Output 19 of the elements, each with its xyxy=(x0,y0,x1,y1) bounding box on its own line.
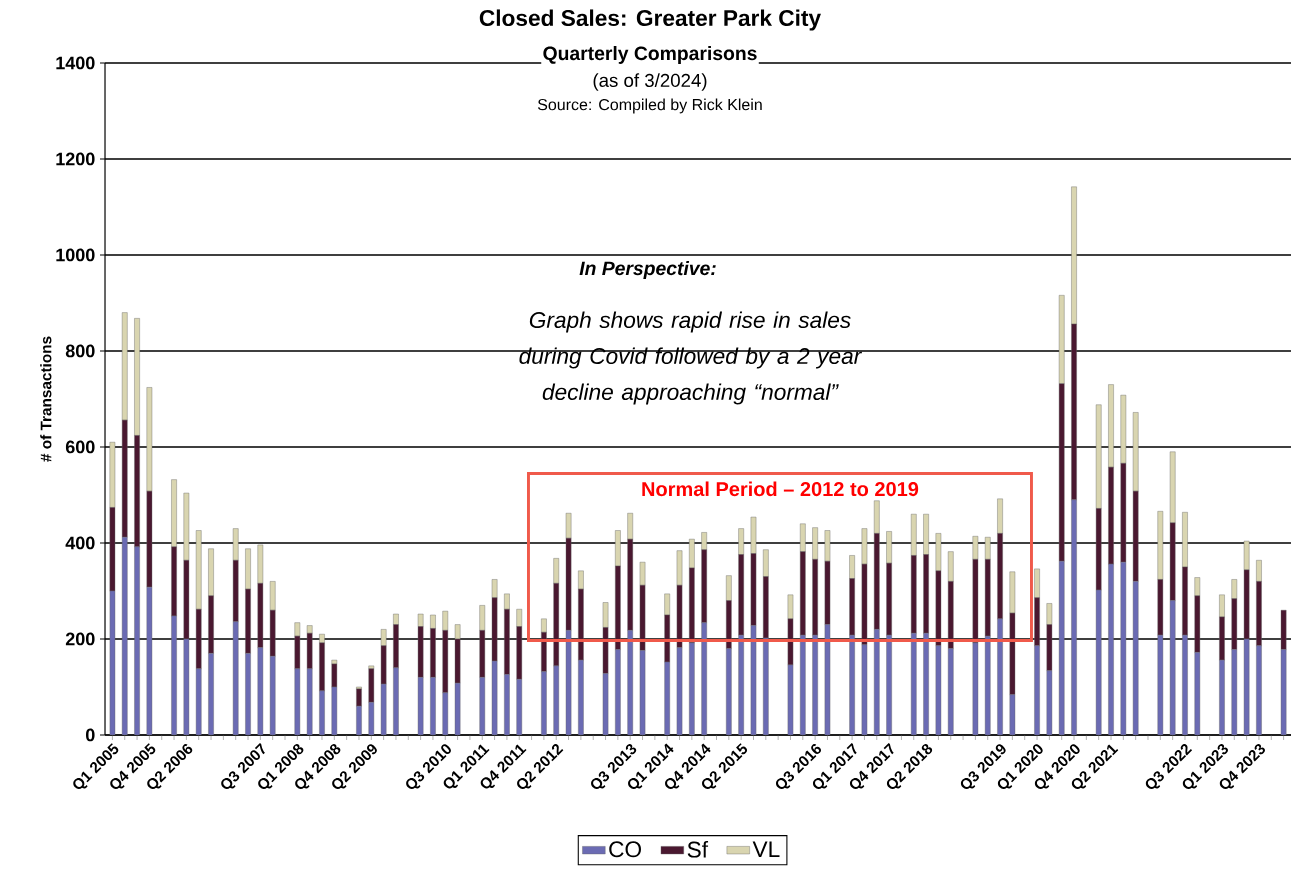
y-tick-label: 800 xyxy=(65,344,95,358)
annotation: (as of 3/2024) xyxy=(593,73,707,91)
y-tick-label: 1200 xyxy=(56,152,95,166)
legend-label: CO xyxy=(609,841,642,858)
annotation: Normal Period – 2012 to 2019 xyxy=(642,481,919,497)
annotation: Graph shows rapid rise in sales during Covid followed by a 2 year decline approaching “normal” xyxy=(519,311,863,405)
y-tick-label: 200 xyxy=(65,632,95,646)
y-tick-label: 600 xyxy=(65,440,95,454)
chart-subtitle: Quarterly Comparisons xyxy=(543,45,757,64)
chart-title: Closed Sales: Greater Park City xyxy=(479,9,821,31)
y-tick-label: 1400 xyxy=(56,56,95,70)
y-tick-label: 0 xyxy=(86,728,95,742)
y-axis-title: # of Transactions xyxy=(40,336,52,462)
annotation: Source: Compiled by Rick Klein xyxy=(537,98,762,114)
legend-label: VL xyxy=(752,841,780,857)
annotation: In Perspective: xyxy=(579,260,716,279)
legend-label: Sf xyxy=(687,840,709,858)
y-tick-label: 1000 xyxy=(56,248,95,262)
y-tick-label: 400 xyxy=(65,536,95,550)
